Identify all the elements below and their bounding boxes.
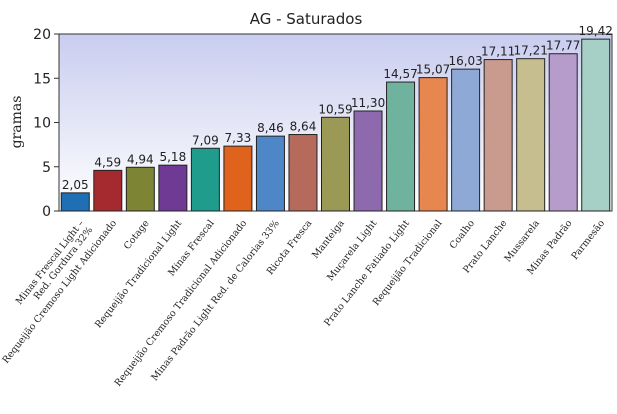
y-tick-label: 0 xyxy=(42,204,51,220)
bar xyxy=(60,192,90,212)
bar xyxy=(158,164,188,212)
bar xyxy=(548,53,578,212)
bar-value-label: 17,21 xyxy=(513,44,547,58)
bar-value-label: 8,46 xyxy=(257,121,284,135)
bar xyxy=(386,81,416,212)
y-tick-label: 15 xyxy=(33,71,51,87)
x-tick-label-line: Parmesão xyxy=(569,218,607,262)
bar-value-label: 5,18 xyxy=(159,150,186,164)
bar-value-label: 8,64 xyxy=(290,120,317,134)
bar xyxy=(190,147,220,212)
bar xyxy=(516,58,546,212)
bar xyxy=(418,77,448,212)
bar-value-label: 19,42 xyxy=(579,24,613,38)
bar-value-label: 11,30 xyxy=(351,96,385,110)
bar xyxy=(288,134,318,212)
y-tick-label: 10 xyxy=(33,116,51,132)
x-tick-label: Cotage xyxy=(122,218,152,252)
y-tick-label: 5 xyxy=(42,160,51,176)
bar xyxy=(223,145,253,212)
bar xyxy=(483,59,513,212)
bar-value-label: 17,11 xyxy=(481,45,515,59)
bar-value-label: 4,94 xyxy=(127,152,154,166)
bar xyxy=(581,38,611,212)
x-tick-label-line: Cotage xyxy=(122,218,152,252)
bar-value-label: 4,59 xyxy=(94,155,121,169)
bar xyxy=(321,116,350,212)
bar xyxy=(353,110,383,212)
bar-value-label: 15,07 xyxy=(416,63,450,77)
bar xyxy=(125,166,155,212)
bar-value-label: 10,59 xyxy=(318,102,352,116)
bar-value-label: 16,03 xyxy=(448,54,482,68)
y-tick-label: 20 xyxy=(33,27,51,43)
bar-value-label: 7,33 xyxy=(225,131,252,145)
bar-value-label: 14,57 xyxy=(383,67,417,81)
chart-title: AG - Saturados xyxy=(250,10,363,28)
bar xyxy=(93,169,123,212)
x-tick-label: Coalho xyxy=(448,218,477,251)
bar-value-label: 17,77 xyxy=(546,39,580,53)
bar-value-label: 2,05 xyxy=(62,178,89,192)
bar-value-label: 7,09 xyxy=(192,133,219,147)
bar xyxy=(451,68,481,212)
x-tick-label-line: Coalho xyxy=(448,218,477,251)
x-tick-label: Parmesão xyxy=(569,218,607,262)
bar xyxy=(255,135,285,212)
y-axis-label: gramas xyxy=(9,96,25,149)
